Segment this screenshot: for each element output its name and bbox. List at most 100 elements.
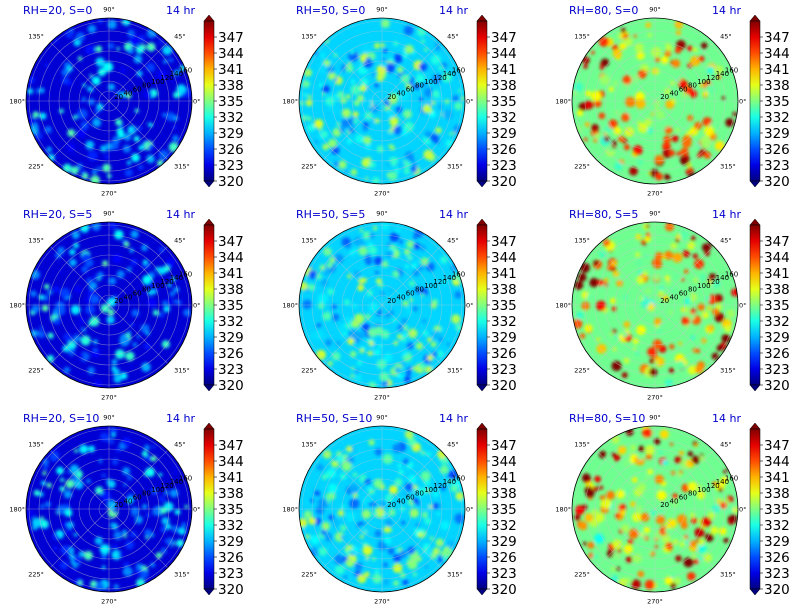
field-blob: [314, 140, 319, 144]
radial-tick-label: 100: [424, 486, 437, 494]
colorbar-extend-max: [203, 422, 215, 430]
field-blob: [347, 274, 352, 279]
field-blobs: [299, 19, 465, 184]
field-blob: [316, 464, 324, 471]
field-blob: [79, 444, 89, 454]
field-blob: [47, 290, 53, 295]
field-blob: [675, 555, 682, 562]
colorbar-tick-label: 323: [764, 158, 790, 174]
colorbar-tick-label: 320: [491, 174, 517, 190]
field-blob: [362, 126, 368, 132]
field-blob: [640, 296, 644, 301]
field-blob: [308, 270, 318, 280]
colorbar-body: [749, 20, 761, 182]
field-blob: [424, 518, 432, 525]
field-blob: [643, 242, 647, 246]
radial-tick-label: 20: [387, 297, 396, 305]
field-blob: [692, 554, 696, 558]
field-blob: [654, 360, 659, 365]
angle-tick-label: 225°: [301, 367, 317, 375]
radial-tick-label: 80: [415, 490, 424, 498]
polar-outline: [25, 425, 193, 593]
radial-tick-label: 80: [415, 82, 424, 90]
field-blob: [429, 536, 434, 541]
field-blob: [136, 335, 140, 339]
field-blob: [146, 42, 156, 52]
field-blob: [625, 556, 633, 563]
field-blob: [173, 469, 178, 475]
field-blob: [647, 33, 652, 38]
field-blob: [675, 128, 680, 133]
field-blob: [650, 112, 655, 116]
field-blob: [150, 562, 156, 568]
field-blob: [163, 305, 170, 313]
field-blob: [328, 72, 336, 80]
field-blob: [664, 379, 673, 387]
field-blob: [109, 277, 116, 284]
field-blob: [669, 442, 674, 446]
angle-tick-label: 45°: [447, 440, 459, 448]
colorbar-body: [476, 428, 488, 590]
angle-tick-label: 45°: [720, 236, 732, 244]
field-blob: [695, 365, 704, 374]
field-blob: [364, 297, 368, 301]
colorbar-tick-label: 338: [491, 282, 517, 298]
field-blob: [435, 46, 440, 51]
colorbar-tick-label: 323: [491, 566, 517, 582]
field-blob: [374, 42, 380, 49]
field-blob: [322, 311, 332, 321]
radial-tick-label: 120: [706, 74, 719, 82]
field-blob: [85, 45, 96, 55]
field-blob: [601, 58, 609, 67]
field-blob: [319, 52, 326, 59]
field-blob: [333, 77, 338, 82]
field-blob: [681, 278, 685, 282]
field-blob: [63, 332, 72, 342]
colorbar-tick-label: 326: [491, 142, 517, 158]
field-blob: [420, 257, 429, 266]
field-blob: [368, 118, 376, 126]
field-blob: [644, 287, 652, 295]
field-blob: [627, 538, 634, 545]
field-blob: [420, 450, 426, 456]
colorbar-tick-label: 338: [491, 486, 517, 502]
colorbar-tick-label: 320: [491, 378, 517, 394]
radial-tick-label: 20: [660, 297, 669, 305]
field-blob: [48, 154, 55, 161]
field-blob: [118, 551, 125, 557]
panel-title: RH=50, S=10: [296, 412, 372, 425]
polar-grid: [299, 426, 465, 592]
field-blob: [660, 56, 669, 64]
field-blob: [672, 539, 679, 545]
polar-outline: [25, 221, 193, 389]
field-blob: [314, 490, 320, 496]
field-blob: [74, 533, 78, 537]
field-blob: [93, 347, 98, 352]
field-blob: [613, 109, 621, 117]
field-blob: [35, 132, 43, 140]
radial-tick-label: 60: [133, 86, 142, 94]
field-blob: [434, 139, 440, 144]
field-blob: [133, 55, 143, 64]
field-blob: [78, 551, 85, 557]
colorbar-tick-label: 347: [218, 30, 244, 46]
angle-tick-label: 45°: [174, 32, 186, 40]
field-blob: [349, 498, 360, 509]
angle-tick-label: 45°: [720, 440, 732, 448]
field-blob: [101, 473, 106, 478]
field-blob: [581, 473, 591, 483]
field-blob: [652, 339, 663, 349]
field-blob: [361, 509, 372, 519]
field-blob: [415, 73, 425, 84]
field-blob: [624, 489, 630, 494]
colorbar-tick-label: 326: [218, 142, 244, 158]
field-blob: [38, 491, 44, 497]
angle-tick-label: 90°: [103, 6, 115, 14]
field-blob: [399, 240, 403, 244]
field-blob: [52, 545, 58, 551]
colorbar-extend-max: [476, 218, 488, 226]
field-blob: [86, 277, 92, 284]
time-label: 14 hr: [439, 4, 468, 17]
field-blob: [317, 293, 328, 304]
